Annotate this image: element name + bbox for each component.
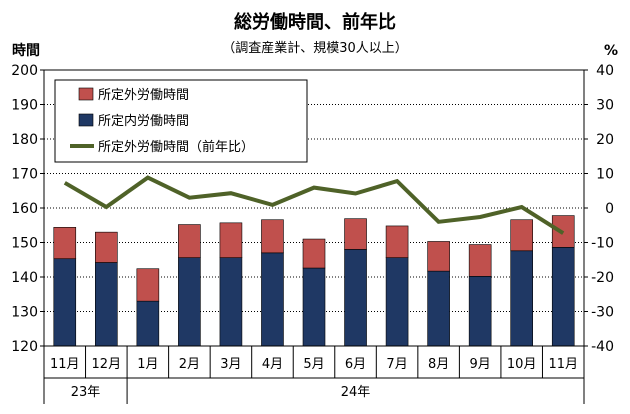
bar-overtime-hours (95, 231, 118, 263)
x-tick-label: 12月 (92, 357, 122, 372)
right-tick-label: 10 (596, 167, 614, 183)
legend-swatch-overtime (78, 87, 94, 101)
bar-scheduled-hours (344, 249, 367, 347)
x-tick-label: 10月 (507, 357, 537, 372)
bars (53, 215, 575, 347)
left-tick-label: 170 (11, 167, 38, 183)
bar-overtime-hours (219, 222, 243, 258)
x-tick-label: 4月 (262, 357, 283, 372)
x-tick-label: 1月 (137, 357, 158, 372)
line-overtime-yoy (63, 175, 565, 235)
line-series (63, 175, 565, 235)
right-tick-label: 30 (596, 98, 614, 114)
left-tick-label: 180 (11, 132, 38, 148)
bar-overtime-hours (344, 218, 367, 250)
bar-scheduled-hours (53, 258, 77, 347)
legend-label-scheduled: 所定内労働時間 (98, 113, 189, 129)
left-axis: 120 130 140 150 160 170 180 190 200 (11, 63, 44, 355)
legend-label-yoy: 所定外労働時間（前年比） (98, 139, 254, 155)
x-tick-label: 7月 (386, 357, 407, 372)
bar-overtime-hours (136, 268, 160, 302)
bar-overtime-hours (53, 227, 77, 260)
bar-scheduled-hours (178, 257, 201, 347)
chart-title: 総労働時間、前年比 (234, 11, 396, 33)
legend: 所定外労働時間 所定内労働時間 所定外労働時間（前年比） (54, 79, 308, 163)
left-tick-label: 190 (11, 98, 38, 114)
bar-scheduled-hours (302, 267, 326, 347)
left-tick-label: 140 (11, 270, 38, 286)
bar-scheduled-hours (510, 250, 533, 347)
left-tick-label: 150 (11, 236, 38, 252)
legend-swatch-scheduled (78, 113, 94, 127)
left-axis-unit: 時間 (12, 42, 40, 59)
right-tick-label: 20 (596, 132, 614, 148)
left-tick-label: 200 (11, 63, 38, 79)
right-tick-label: 40 (596, 63, 614, 79)
x-tick-label: 11月 (50, 357, 80, 372)
right-axis: -40 -30 -20 -10 0 10 20 30 40 (584, 63, 614, 355)
bar-overtime-hours (261, 219, 284, 254)
x-year-label: 23年 (71, 385, 101, 400)
bar-scheduled-hours (261, 252, 284, 347)
bar-overtime-hours (468, 244, 492, 277)
bar-scheduled-hours (551, 247, 575, 347)
bar-overtime-hours (302, 238, 326, 269)
bar-scheduled-hours (95, 262, 118, 347)
right-tick-label: -30 (591, 305, 614, 321)
x-axis: 11月 12月 1月 2月 3月 4月 5月 6月 7月 8月 9月 10月 11月 23年 24年 (43, 346, 585, 404)
bar-overtime-hours (385, 225, 409, 258)
x-tick-label: 8月 (428, 357, 449, 372)
left-tick-label: 130 (11, 305, 38, 321)
bar-overtime-hours (178, 224, 201, 258)
x-tick-label: 5月 (303, 357, 324, 372)
x-tick-label: 6月 (345, 357, 366, 372)
bar-scheduled-hours (427, 270, 450, 347)
right-tick-label: -20 (591, 270, 614, 286)
legend-box (54, 79, 308, 163)
left-tick-label: 120 (11, 339, 38, 355)
x-tick-label: 11月 (548, 357, 578, 372)
bar-overtime-hours (427, 241, 450, 272)
x-year-label: 24年 (341, 385, 371, 400)
bar-scheduled-hours (219, 257, 243, 347)
chart-subtitle: （調査産業計、規模30人以上） (222, 40, 408, 56)
bar-scheduled-hours (136, 300, 160, 347)
x-tick-label: 9月 (470, 357, 491, 372)
bar-overtime-hours (510, 219, 533, 252)
legend-label-overtime: 所定外労働時間 (98, 88, 189, 103)
x-tick-label: 2月 (179, 357, 200, 372)
right-tick-label: 0 (605, 201, 614, 217)
x-tick-label: 3月 (220, 357, 241, 372)
bar-scheduled-hours (468, 276, 492, 347)
right-tick-label: -10 (591, 236, 614, 252)
right-tick-label: -40 (591, 339, 614, 355)
left-tick-label: 160 (11, 201, 38, 217)
right-axis-unit: % (604, 43, 618, 59)
bar-scheduled-hours (385, 257, 409, 347)
